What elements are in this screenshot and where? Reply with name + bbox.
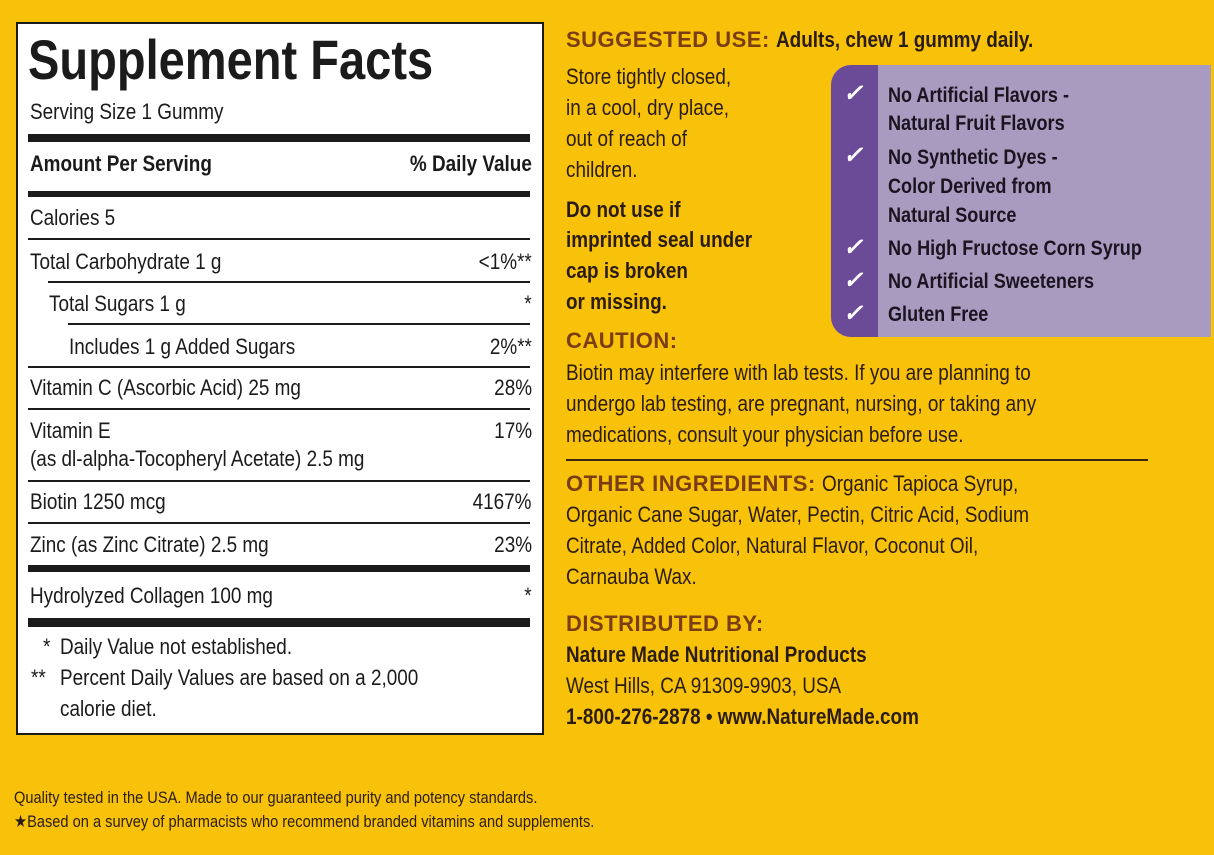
footnote-mark: *: [43, 634, 51, 659]
nutrient-name: Biotin 1250 mcg: [30, 489, 166, 514]
divider: [48, 281, 530, 283]
calories: Calories 5: [30, 205, 116, 230]
storage-line: Store tightly closed,: [566, 64, 732, 89]
claim-line: Color Derived from: [888, 175, 1052, 198]
claim-line: No Synthetic Dyes -: [888, 146, 1058, 169]
nutrient-dv: 4167%: [473, 489, 532, 514]
ingredients-line: Carnauba Wax.: [566, 564, 697, 589]
nutrient-dv: 28%: [494, 375, 532, 400]
dv-header: % Daily Value: [410, 151, 532, 176]
warning-line: imprinted seal under: [566, 227, 753, 252]
check-icon: ✓: [843, 300, 864, 327]
footnote-mark: **: [31, 665, 46, 690]
supplement-facts-panel: Supplement Facts Serving Size 1 Gummy Am…: [16, 22, 544, 735]
divider: [28, 238, 530, 240]
caution-line: undergo lab testing, are pregnant, nursi…: [566, 391, 1037, 416]
storage-line: out of reach of: [566, 126, 687, 151]
divider: [68, 323, 530, 325]
check-icon: ✓: [843, 267, 864, 294]
ingredients-heading: OTHER INGREDIENTS:: [566, 471, 816, 496]
nutrient-name: Total Carbohydrate 1 g: [30, 249, 222, 274]
warning-line: cap is broken: [566, 258, 688, 283]
nutrient-name: Vitamin E: [30, 418, 111, 443]
caution-line: medications, consult your physician befo…: [566, 422, 964, 447]
check-icon: ✓: [843, 234, 864, 261]
amount-header: Amount Per Serving: [30, 151, 212, 176]
storage-line: children.: [566, 157, 638, 182]
nutrient-name: Vitamin C (Ascorbic Acid) 25 mg: [30, 375, 301, 400]
serving-size: Serving Size 1 Gummy: [30, 99, 224, 124]
divider: [28, 408, 530, 410]
nutrient-name: Includes 1 g Added Sugars: [69, 334, 296, 359]
nutrient-dv: <1%**: [478, 249, 532, 274]
claims-strip: [831, 65, 878, 337]
suggested-use: SUGGESTED USE: Adults, chew 1 gummy dail…: [566, 27, 1075, 53]
divider: [28, 565, 530, 572]
divider: [28, 522, 530, 524]
ingredients-line: Citrate, Added Color, Natural Flavor, Co…: [566, 533, 979, 558]
footer-survey: ★Based on a survey of pharmacists who re…: [14, 812, 595, 831]
nutrient-name: Total Sugars 1 g: [49, 291, 186, 316]
claim-line: No High Fructose Corn Syrup: [888, 237, 1142, 260]
facts-title: Supplement Facts: [28, 28, 434, 91]
nutrient-dv: 17%: [494, 418, 532, 443]
warning-line: Do not use if: [566, 197, 681, 222]
nutrient-name: Zinc (as Zinc Citrate) 2.5 mg: [30, 532, 269, 557]
check-icon: ✓: [843, 142, 864, 169]
claim-line: No Artificial Sweeteners: [888, 270, 1095, 293]
nutrient-dv: *: [524, 291, 532, 316]
divider: [28, 191, 530, 197]
divider: [28, 480, 530, 482]
nutrient-dv: *: [524, 583, 532, 608]
caution-line: Biotin may interfere with lab tests. If …: [566, 360, 1031, 385]
claim-line: Natural Source: [888, 204, 1017, 227]
divider: [28, 366, 530, 368]
suggested-use-text: Adults, chew 1 gummy daily.: [775, 27, 1034, 52]
suggested-use-heading: SUGGESTED USE:: [566, 27, 770, 52]
footnote-text: calorie diet.: [60, 696, 157, 721]
distributor-heading: DISTRIBUTED BY:: [566, 611, 764, 636]
claim-line: Natural Fruit Flavors: [888, 112, 1065, 135]
distributor-contact: 1-800-276-2878 • www.NatureMade.com: [566, 704, 919, 729]
nutrient-subname: (as dl-alpha-Tocopheryl Acetate) 2.5 mg: [30, 446, 365, 471]
check-icon: ✓: [843, 80, 864, 107]
claims-box: ✓ No Artificial Flavors - Natural Fruit …: [831, 65, 1211, 337]
ingredients-line: Organic Cane Sugar, Water, Pectin, Citri…: [566, 502, 1030, 527]
footnote-text: Percent Daily Values are based on a 2,00…: [60, 665, 419, 690]
ingredients: OTHER INGREDIENTS: Organic Tapioca Syrup…: [566, 471, 1050, 497]
divider: [28, 134, 530, 142]
nutrient-dv: 2%**: [489, 334, 532, 359]
claim-line: Gluten Free: [888, 303, 989, 326]
nutrient-name: Hydrolyzed Collagen 100 mg: [30, 583, 273, 608]
divider: [28, 618, 530, 627]
divider: [566, 459, 1148, 461]
claim-line: No Artificial Flavors -: [888, 84, 1069, 107]
distributor-name: Nature Made Nutritional Products: [566, 642, 867, 667]
ingredients-text: Organic Tapioca Syrup,: [821, 471, 1019, 496]
footer-quality: Quality tested in the USA. Made to our g…: [14, 788, 538, 807]
storage-line: in a cool, dry place,: [566, 95, 730, 120]
distributor-address: West Hills, CA 91309-9903, USA: [566, 673, 842, 698]
nutrient-dv: 23%: [494, 532, 532, 557]
warning-line: or missing.: [566, 289, 667, 314]
footnote-text: Daily Value not established.: [60, 634, 293, 659]
caution-heading: CAUTION:: [566, 328, 678, 353]
